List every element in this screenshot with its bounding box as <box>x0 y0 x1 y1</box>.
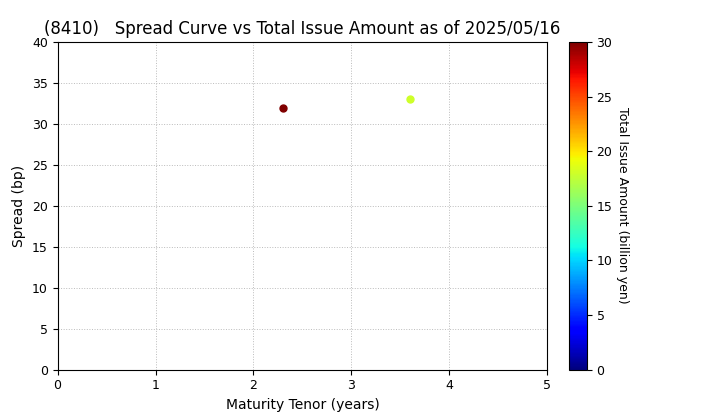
X-axis label: Maturity Tenor (years): Maturity Tenor (years) <box>225 398 379 412</box>
Y-axis label: Spread (bp): Spread (bp) <box>12 165 27 247</box>
Title: (8410)   Spread Curve vs Total Issue Amount as of 2025/05/16: (8410) Spread Curve vs Total Issue Amoun… <box>44 20 561 38</box>
Y-axis label: Total Issue Amount (billion yen): Total Issue Amount (billion yen) <box>616 108 629 304</box>
Point <box>277 104 289 111</box>
Point <box>405 96 416 102</box>
